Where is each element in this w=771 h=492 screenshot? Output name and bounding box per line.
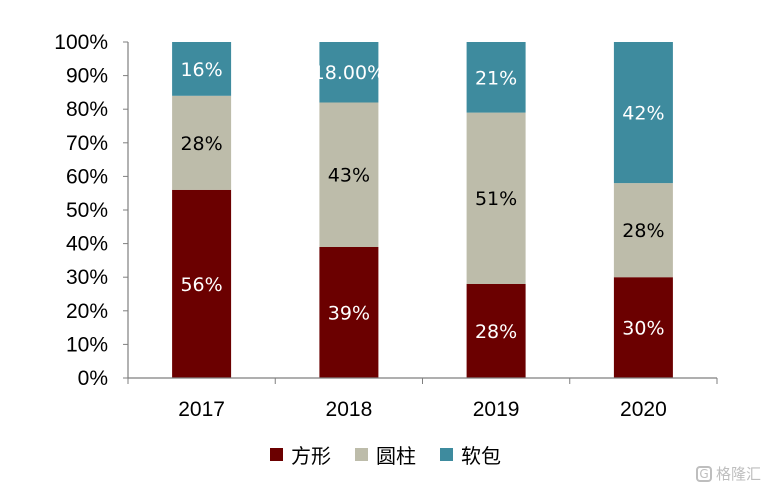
- legend-swatch: [355, 448, 368, 461]
- legend: 方形 圆柱 软包: [0, 440, 771, 469]
- legend-label: 圆柱: [376, 444, 416, 468]
- bar-segment-2020-0: [613, 277, 673, 378]
- bar-segment-2018-0: [319, 247, 379, 378]
- bar-segment-2020-2: [613, 42, 673, 184]
- bar-segment-2019-0: [466, 283, 526, 378]
- y-tick-label: 30%: [66, 266, 108, 289]
- y-tick-label: 70%: [66, 132, 108, 155]
- bar-segment-2017-1: [172, 95, 232, 190]
- data-label-2018-0: 39%: [328, 303, 370, 325]
- data-label-2020-2: 42%: [622, 103, 664, 125]
- watermark-text: 格隆汇: [715, 465, 761, 483]
- y-tick-label: 0%: [78, 367, 108, 390]
- legend-swatch: [270, 448, 283, 461]
- y-tick-label: 60%: [66, 165, 108, 188]
- data-label-2018-1: 43%: [328, 165, 370, 187]
- data-label-2017-0: 56%: [180, 274, 222, 296]
- data-label-2019-0: 28%: [475, 321, 517, 343]
- data-label-2020-1: 28%: [622, 220, 664, 242]
- y-tick-label: 40%: [66, 233, 108, 256]
- x-tick-label: 2017: [178, 398, 225, 421]
- y-tick-label: 50%: [66, 199, 108, 222]
- data-label-2017-2: 16%: [180, 59, 222, 81]
- data-label-2020-0: 30%: [622, 318, 664, 340]
- legend-item: 圆柱: [355, 440, 416, 469]
- y-tick-label: 10%: [66, 333, 108, 356]
- bar-segment-2019-2: [466, 42, 526, 113]
- legend-label: 方形: [291, 444, 331, 468]
- x-tick-label: 2019: [473, 398, 520, 421]
- data-label-2019-1: 51%: [475, 188, 517, 210]
- legend-item: 方形: [270, 440, 331, 469]
- y-tick-label: 20%: [66, 300, 108, 323]
- bar-segment-2020-1: [613, 183, 673, 278]
- legend-swatch: [440, 448, 453, 461]
- bar-segment-2018-2: [319, 42, 379, 103]
- y-tick-label: 100%: [54, 31, 108, 54]
- legend-item: 软包: [440, 440, 501, 469]
- y-tick-label: 90%: [66, 65, 108, 88]
- legend-label: 软包: [461, 444, 501, 468]
- bar-segment-2018-1: [319, 102, 379, 247]
- bar-segment-2017-0: [172, 189, 232, 378]
- x-tick-label: 2020: [620, 398, 667, 421]
- y-tick-label: 80%: [66, 98, 108, 121]
- watermark: G 格隆汇: [695, 463, 761, 484]
- x-tick-label: 2018: [326, 398, 373, 421]
- bar-segment-2019-1: [466, 112, 526, 284]
- watermark-logo-icon: G: [695, 465, 712, 482]
- data-label-2017-1: 28%: [180, 133, 222, 155]
- stacked-bar-chart: 56% 28% 16% 39% 43% 18.00% 28% 51% 21% 30% 28% 42% 0…: [54, 31, 718, 421]
- bar-segment-2017-2: [172, 42, 232, 96]
- data-label-2019-2: 21%: [475, 67, 517, 89]
- data-label-2018-2: 18.00%: [313, 62, 385, 84]
